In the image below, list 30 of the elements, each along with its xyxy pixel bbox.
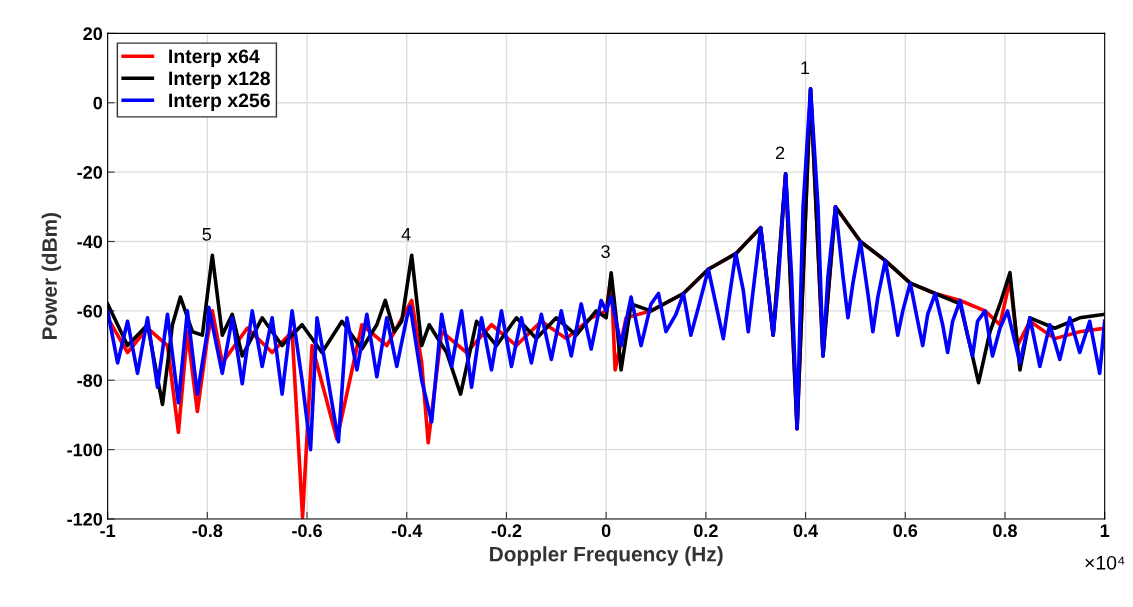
y-tick-label: 0 [93, 96, 103, 110]
x-tick-label: 1 [1100, 524, 1110, 537]
x-tick-label: 0 [601, 524, 611, 538]
x-tick-label: -0.2 [491, 524, 522, 538]
y-tick-label: -100 [67, 443, 103, 457]
y-tick-label: -20 [77, 166, 103, 179]
y-tick-label: -120 [67, 512, 103, 526]
y-tick-label: 20 [83, 27, 103, 41]
legend-label: Interp x256 [169, 93, 270, 112]
y-tick-label: -80 [77, 374, 103, 387]
annotation: 4 [401, 228, 411, 241]
x-tick-label: -1 [100, 524, 116, 537]
legend-label: Interp x128 [169, 71, 270, 90]
legend-label: Interp x64 [169, 49, 260, 68]
annotation: 1 [801, 61, 810, 75]
y-axis-title: Power (dBm) [41, 212, 62, 340]
x-tick-label: -0.8 [192, 524, 223, 538]
y-tick-label: -60 [77, 304, 103, 318]
annotation: 3 [601, 245, 610, 259]
x-tick-label: 0.8 [993, 524, 1017, 538]
y-tick-label: -40 [77, 235, 103, 249]
x-tick-label: 0.2 [694, 524, 718, 538]
x-tick-label: 0.6 [893, 524, 918, 538]
x-axis-title: Doppler Frequency (Hz) [490, 546, 723, 566]
annotation: 2 [775, 146, 785, 159]
x-tick-label: 0.4 [793, 524, 819, 538]
annotation: 5 [202, 228, 212, 241]
x-tick-label: -0.4 [391, 524, 423, 538]
text: ×10⁴ [1085, 555, 1125, 570]
x-tick-label: -0.6 [292, 524, 322, 538]
